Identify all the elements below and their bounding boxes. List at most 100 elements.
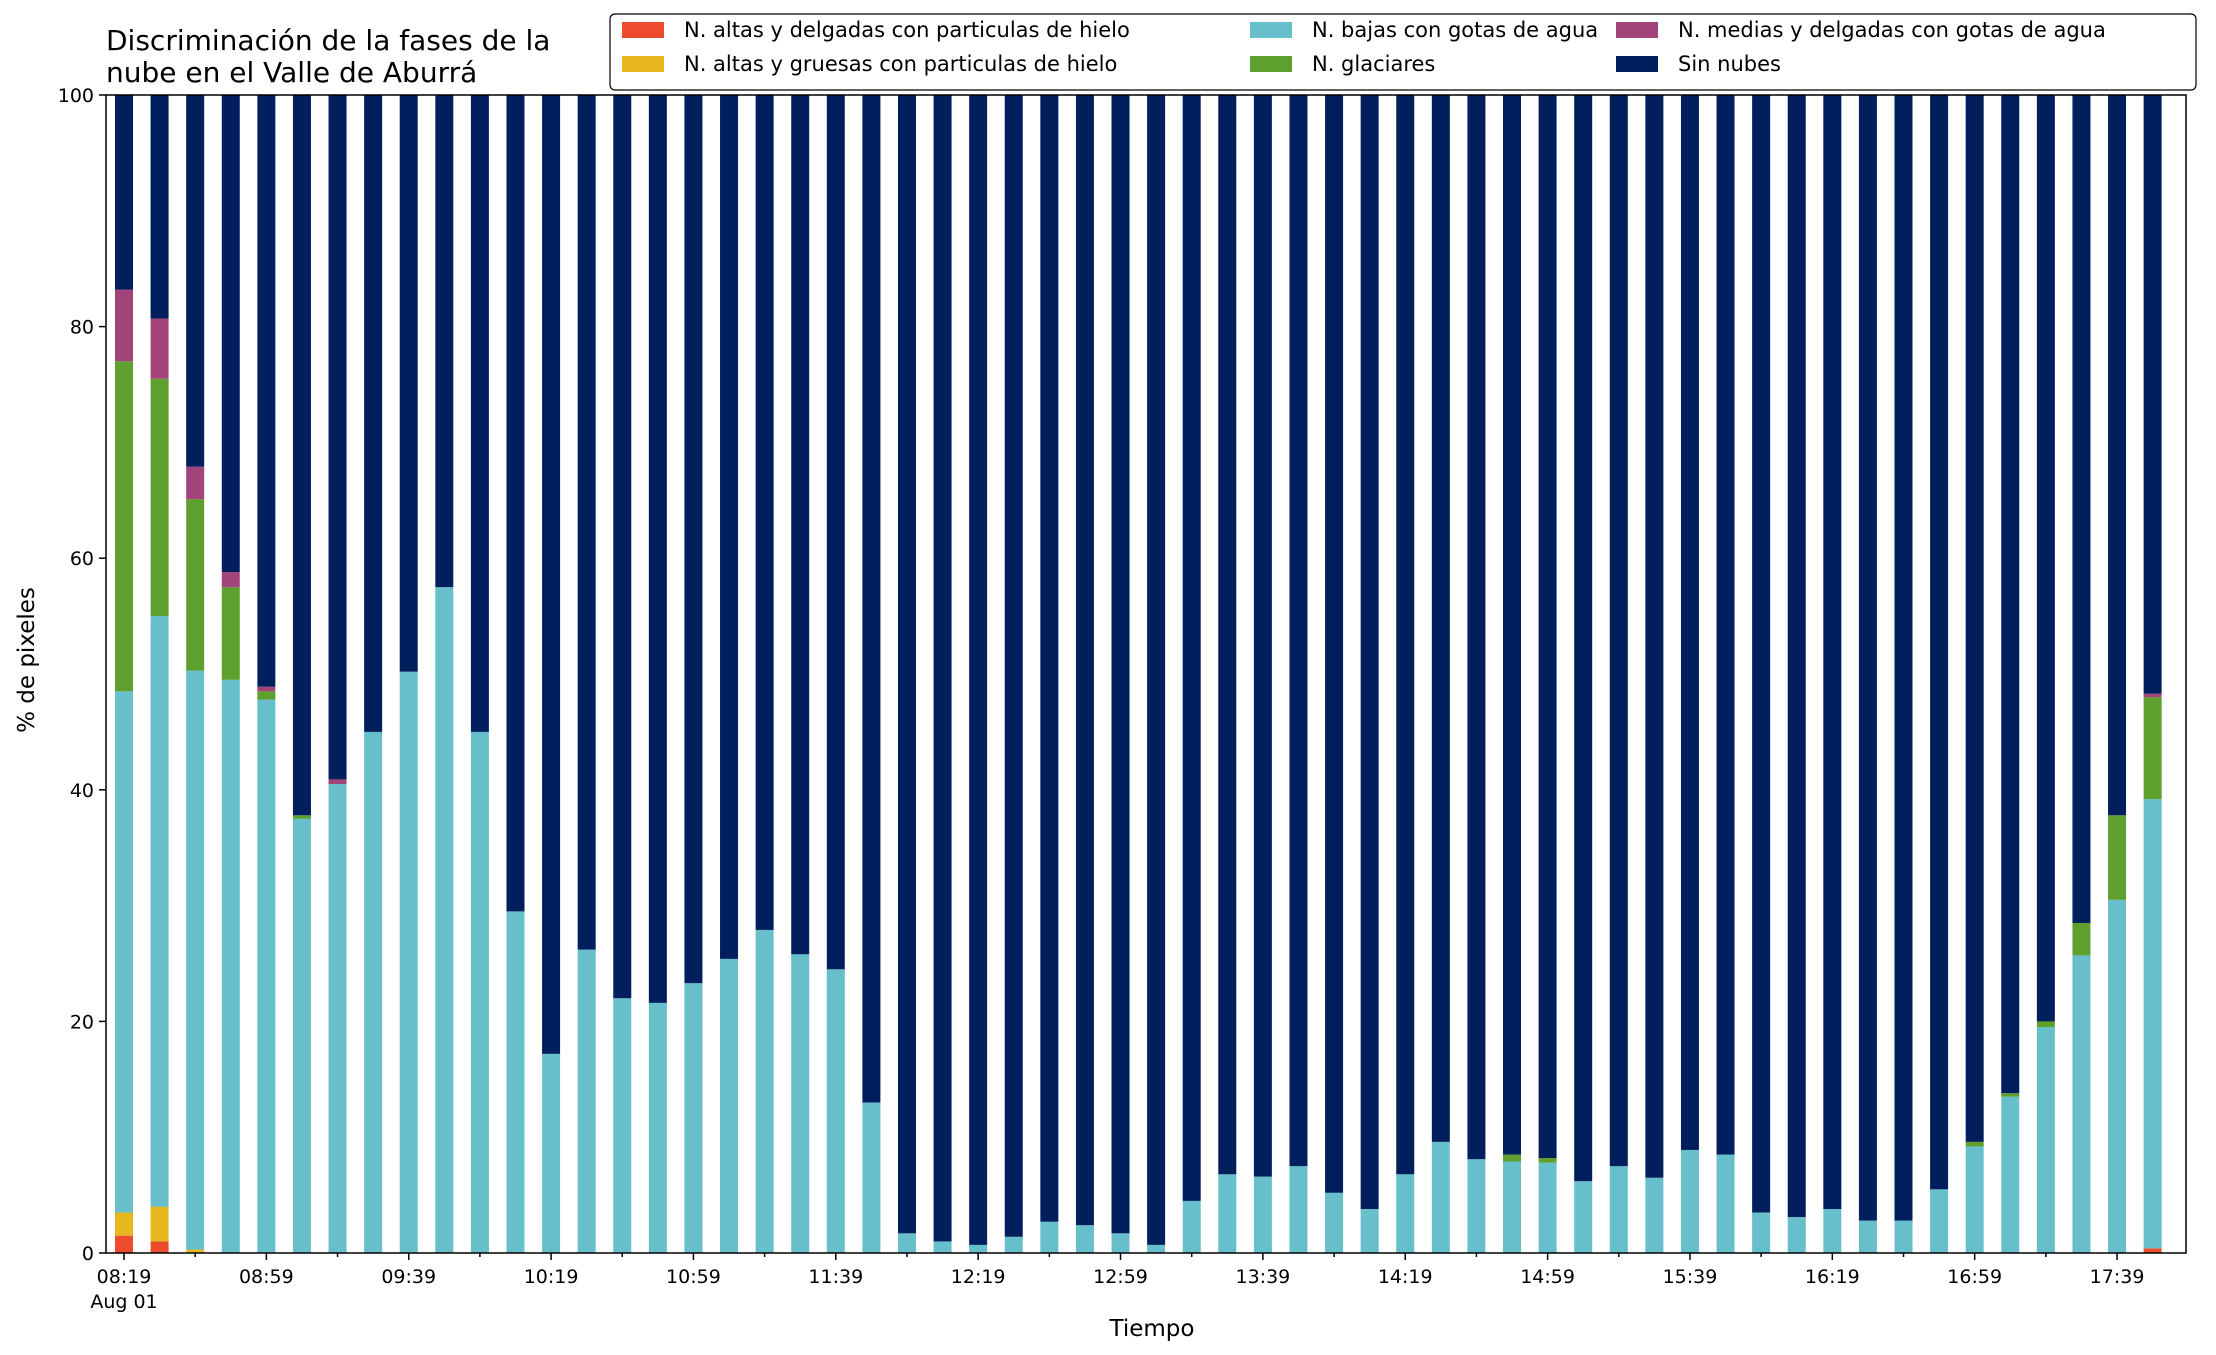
bar-segment-s5-41 <box>1574 95 1593 1182</box>
bar-segment-s2-30 <box>1182 1200 1201 1253</box>
bar-segment-s2-5 <box>292 818 311 1253</box>
x-tick-label-1: 08:59 <box>239 1266 294 1288</box>
bar-segment-s1-2 <box>186 1249 205 1253</box>
legend-swatch-1 <box>622 56 664 72</box>
bar-segment-s5-43 <box>1645 95 1664 1178</box>
bar-segment-s5-22 <box>897 95 916 1234</box>
bar-segment-s4-2 <box>186 466 205 500</box>
bar-segment-s2-36 <box>1396 1174 1415 1253</box>
bar-segment-s2-7 <box>364 731 383 1253</box>
bar-segment-s5-45 <box>1716 95 1735 1155</box>
bar-segment-s2-34 <box>1325 1192 1344 1253</box>
bar-segment-s3-53 <box>2001 1093 2020 1097</box>
bar-segment-s5-48 <box>1823 95 1842 1209</box>
bar-segment-s5-25 <box>1004 95 1023 1237</box>
bar-segment-s3-55 <box>2072 922 2091 956</box>
bar-segment-s2-50 <box>1894 1220 1913 1253</box>
bar-segment-s2-11 <box>506 911 525 1253</box>
y-tick-label-5: 100 <box>58 85 94 107</box>
bar-segment-s2-14 <box>613 998 632 1253</box>
axes-group: 0 20 40 60 80 100 08:19 08:59 09:39 10:19 10:59 11:… <box>58 85 2187 1313</box>
chart-title-line-1: Discriminación de la fases de la <box>106 24 550 57</box>
x-tick-sublabel: Aug 01 <box>90 1291 157 1313</box>
x-axis-label: Tiempo <box>1109 1316 1195 1342</box>
bar-segment-s0-1 <box>150 1241 169 1253</box>
bar-segment-s3-0 <box>115 361 133 692</box>
bar-segment-s5-53 <box>2001 95 2020 1094</box>
bar-segment-s2-3 <box>221 679 240 1253</box>
bar-segment-s2-33 <box>1289 1166 1308 1253</box>
legend-label-3: N. glaciares <box>1312 52 1435 76</box>
bar-segment-s5-42 <box>1609 95 1628 1167</box>
legend-label-2: N. bajas con gotas de agua <box>1312 18 1598 42</box>
bar-segment-s2-18 <box>755 929 774 1253</box>
plot-frame <box>105 94 2187 1254</box>
bar-segment-s3-3 <box>221 587 240 680</box>
legend: N. altas y delgadas con particulas de hi… <box>609 13 2197 91</box>
bar-segment-s2-15 <box>648 1002 667 1253</box>
bars-group <box>115 95 2162 1253</box>
bar-segment-s2-56 <box>2108 899 2127 1253</box>
bar-segment-s2-19 <box>791 954 810 1253</box>
bar-segment-s4-1 <box>150 318 169 379</box>
bar-segment-s5-44 <box>1680 95 1699 1150</box>
bar-segment-s5-27 <box>1075 95 1094 1226</box>
bar-segment-s2-32 <box>1253 1176 1272 1253</box>
bar-segment-s3-52 <box>1965 1141 1984 1147</box>
bar-segment-s2-8 <box>399 671 418 1253</box>
bar-segment-s2-17 <box>720 958 739 1253</box>
legend-swatch-3 <box>1250 56 1292 72</box>
legend-swatch-2 <box>1250 22 1292 38</box>
bar-segment-s5-21 <box>862 95 881 1103</box>
x-tick-label-7: 12:59 <box>1093 1266 1148 1288</box>
bar-segment-s5-20 <box>826 95 845 970</box>
x-tick-label-14: 17:39 <box>2090 1266 2145 1288</box>
bar-segment-s2-43 <box>1645 1177 1664 1253</box>
bar-segment-s5-14 <box>613 95 632 999</box>
bar-segment-s2-45 <box>1716 1154 1735 1253</box>
bar-segment-s5-50 <box>1894 95 1913 1221</box>
bar-segment-s1-0 <box>115 1212 133 1236</box>
x-tick-label-12: 16:19 <box>1805 1266 1860 1288</box>
bar-segment-s2-52 <box>1965 1146 1984 1253</box>
bar-segment-s4-3 <box>221 572 240 588</box>
bar-segment-s5-7 <box>364 95 383 732</box>
bar-segment-s5-16 <box>684 95 703 984</box>
bar-segment-s3-2 <box>186 499 205 671</box>
bar-segment-s2-47 <box>1787 1217 1806 1253</box>
y-tick-label-2: 40 <box>70 780 94 802</box>
bar-segment-s5-57 <box>2143 95 2162 694</box>
y-tick-label-4: 80 <box>70 317 94 339</box>
bar-segment-s5-49 <box>1858 95 1877 1221</box>
chart-title-line-2: nube en el Valle de Aburrá <box>106 56 477 89</box>
bar-segment-s5-4 <box>257 95 276 687</box>
bar-segment-s5-36 <box>1396 95 1415 1175</box>
bar-segment-s4-57 <box>2143 693 2162 698</box>
bar-segment-s5-18 <box>755 95 774 930</box>
bar-segment-s5-54 <box>2036 95 2055 1022</box>
bar-segment-s5-10 <box>470 95 489 732</box>
bar-segment-s5-19 <box>791 95 810 955</box>
x-tick-label-8: 13:39 <box>1235 1266 1290 1288</box>
legend-label-1: N. altas y gruesas con particulas de hie… <box>684 52 1117 76</box>
bar-segment-s2-31 <box>1218 1174 1237 1253</box>
bar-segment-s3-40 <box>1538 1158 1557 1163</box>
x-tick-label-13: 16:59 <box>1947 1266 2002 1288</box>
bar-segment-s5-35 <box>1360 95 1379 1209</box>
x-tick-label-11: 15:39 <box>1663 1266 1718 1288</box>
bar-segment-s2-28 <box>1111 1233 1130 1253</box>
legend-label-0: N. altas y delgadas con particulas de hi… <box>684 18 1130 42</box>
x-tick-label-2: 09:39 <box>381 1266 436 1288</box>
bar-segment-s2-13 <box>577 949 596 1253</box>
bar-segment-s5-12 <box>542 95 561 1054</box>
bar-segment-s5-39 <box>1503 95 1522 1155</box>
bar-segment-s2-20 <box>826 969 845 1253</box>
bar-segment-s4-4 <box>257 686 276 692</box>
bar-segment-s2-39 <box>1503 1161 1522 1253</box>
bar-segment-s5-56 <box>2108 95 2127 816</box>
bar-segment-s5-3 <box>221 95 240 573</box>
bar-segment-s5-28 <box>1111 95 1130 1234</box>
bar-segment-s5-31 <box>1218 95 1237 1175</box>
bar-segment-s3-57 <box>2143 697 2162 800</box>
